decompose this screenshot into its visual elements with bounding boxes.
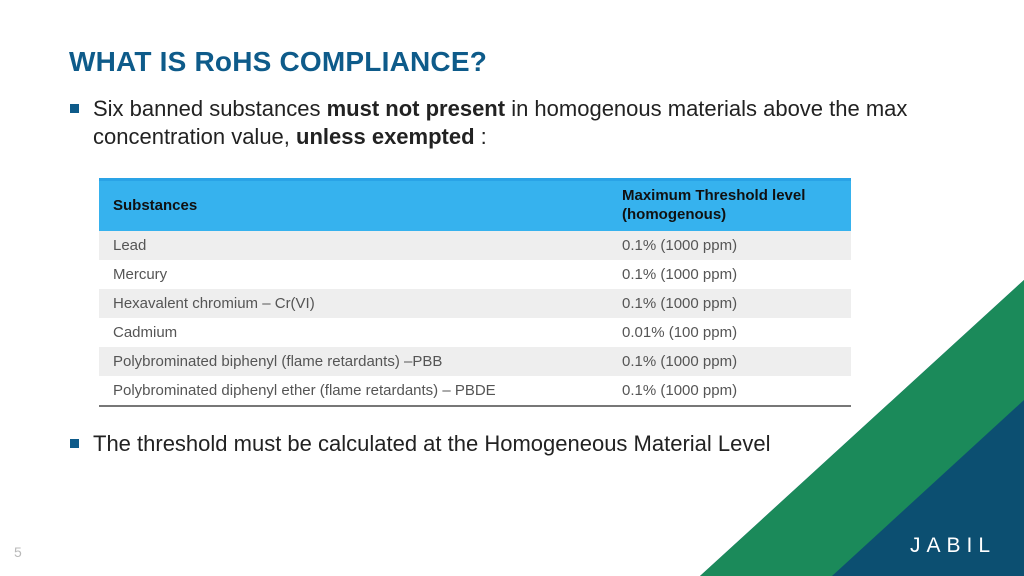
brand-logo: JABIL bbox=[910, 534, 996, 558]
slide: WHAT IS RoHS COMPLIANCE? Six banned subs… bbox=[0, 0, 1024, 576]
corner-graphic bbox=[0, 0, 1024, 576]
corner-svg bbox=[0, 0, 1024, 576]
